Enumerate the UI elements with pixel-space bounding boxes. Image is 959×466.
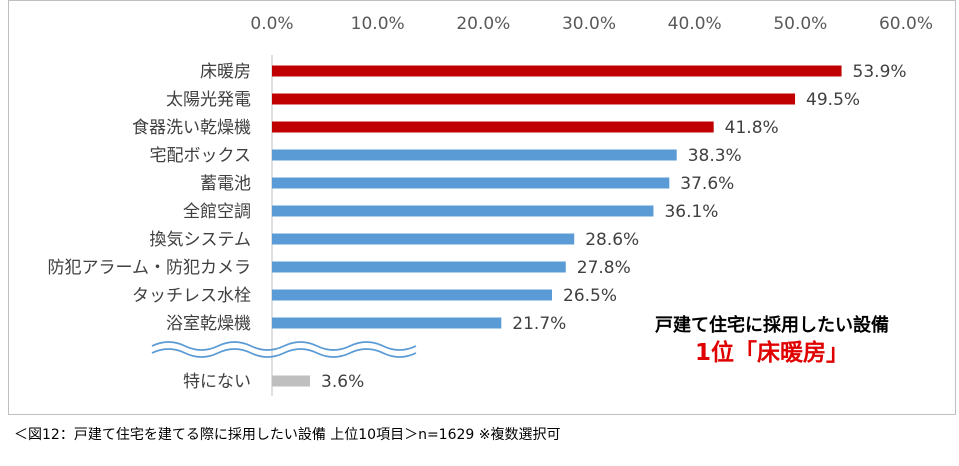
- data-label: 38.3%: [688, 146, 742, 166]
- bar: [272, 149, 677, 161]
- x-tick-label: 20.0%: [456, 14, 510, 34]
- chart-frame: [8, 0, 956, 415]
- axis-break-line-lower: [151, 348, 417, 358]
- data-label: 49.5%: [806, 90, 860, 110]
- figure-caption: ＜図12：戸建て住宅を建てる際に採用したい設備 上位10項目＞n=1629 ※複…: [14, 427, 561, 443]
- callout-rank-highlight: 1位「床暖房」: [694, 340, 849, 366]
- bar: [272, 233, 575, 245]
- category-label: 宅配ボックス: [150, 146, 252, 166]
- x-tick-label: 30.0%: [562, 14, 616, 34]
- callout-title: 戸建て住宅に採用したい設備: [655, 315, 889, 336]
- axis-break-line-upper: [151, 341, 417, 351]
- category-label: 浴室乾燥機: [166, 314, 251, 334]
- x-tick-label: 40.0%: [668, 14, 722, 34]
- category-label: 床暖房: [200, 62, 251, 82]
- x-tick-label: 60.0%: [879, 14, 933, 34]
- bars: [272, 65, 842, 387]
- category-label: 特にない: [183, 372, 251, 392]
- bar: [272, 375, 311, 387]
- data-label: 3.6%: [321, 372, 364, 392]
- callout-box: 戸建て住宅に採用したい設備 1位「床暖房」: [622, 314, 922, 368]
- value-labels: 53.9% 49.5% 41.8% 38.3% 37.6% 36.1% 28.6% 27.8%…: [321, 62, 907, 392]
- x-axis-ticks: 0.0% 10.0% 20.0% 30.0% 40.0% 50.0% 60.0%: [250, 14, 933, 34]
- data-label: 21.7%: [512, 314, 566, 334]
- bar: [272, 177, 670, 189]
- data-label: 26.5%: [563, 286, 617, 306]
- data-label: 27.8%: [577, 258, 631, 278]
- category-labels: 床暖房太陽光発電食器洗い乾燥機宅配ボックス蓄電池全館空調換気システム防犯アラーム…: [48, 62, 252, 392]
- bar: [272, 205, 654, 217]
- category-label: 蓄電池: [200, 174, 251, 194]
- data-label: 41.8%: [725, 118, 779, 138]
- bar: [272, 65, 842, 77]
- data-label: 53.9%: [853, 62, 907, 82]
- data-label: 36.1%: [664, 202, 718, 222]
- bar: [272, 93, 796, 105]
- category-label: 防犯アラーム・防犯カメラ: [48, 258, 252, 278]
- axis-break-mark: [151, 341, 417, 358]
- bar-chart: 0.0% 10.0% 20.0% 30.0% 40.0% 50.0% 60.0% 床暖房太陽…: [48, 14, 933, 396]
- category-label: 全館空調: [183, 202, 251, 222]
- data-label: 28.6%: [585, 230, 639, 250]
- category-label: タッチレス水栓: [132, 286, 251, 306]
- category-label: 換気システム: [150, 230, 252, 250]
- bar: [272, 317, 502, 329]
- x-tick-label: 10.0%: [351, 14, 405, 34]
- bar: [272, 121, 714, 133]
- bar: [272, 261, 566, 273]
- category-label: 食器洗い乾燥機: [132, 118, 251, 138]
- bar: [272, 289, 553, 301]
- x-tick-label: 0.0%: [250, 14, 293, 34]
- data-label: 37.6%: [680, 174, 734, 194]
- category-label: 太陽光発電: [166, 90, 251, 110]
- x-tick-label: 50.0%: [773, 14, 827, 34]
